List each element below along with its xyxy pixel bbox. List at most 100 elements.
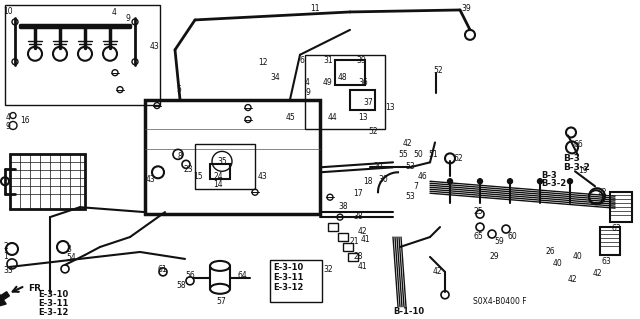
Text: 20: 20: [373, 162, 383, 171]
Text: 53: 53: [405, 192, 415, 201]
Text: 38: 38: [353, 212, 363, 221]
Text: 1: 1: [3, 252, 8, 261]
Text: 56: 56: [185, 271, 195, 280]
Text: B-3-2: B-3-2: [541, 179, 566, 188]
Text: 13: 13: [385, 103, 395, 112]
Bar: [145, 100, 320, 214]
Bar: [348, 253, 358, 261]
Bar: [5, 5, 160, 105]
Text: 13: 13: [358, 113, 367, 122]
Text: 34: 34: [270, 73, 280, 82]
Text: 26: 26: [546, 247, 556, 256]
Text: 15: 15: [193, 172, 203, 181]
Text: 2: 2: [3, 242, 8, 251]
Text: 59: 59: [494, 237, 504, 246]
Circle shape: [477, 179, 483, 184]
Text: E-3-12: E-3-12: [38, 308, 68, 317]
Bar: [335, 60, 365, 85]
Text: 17: 17: [353, 189, 363, 198]
Text: E-3-12: E-3-12: [273, 283, 303, 292]
Text: 19: 19: [578, 166, 588, 175]
Text: 30: 30: [378, 175, 388, 184]
Text: E-3-11: E-3-11: [38, 299, 68, 308]
Text: 41: 41: [358, 262, 367, 271]
Bar: [10, 154, 85, 209]
Text: 36: 36: [358, 78, 368, 87]
Text: B-3: B-3: [563, 154, 580, 163]
Text: B-3: B-3: [541, 171, 557, 180]
Text: 37: 37: [363, 98, 372, 107]
Text: 42: 42: [568, 275, 578, 284]
Text: 39: 39: [461, 4, 471, 13]
Text: 66: 66: [574, 140, 584, 149]
Text: 63: 63: [602, 257, 612, 266]
Text: 5: 5: [176, 85, 181, 94]
Text: 38: 38: [338, 202, 348, 211]
Text: 57: 57: [216, 297, 226, 306]
Text: 43: 43: [258, 172, 268, 181]
Text: 4: 4: [112, 8, 117, 17]
Text: 61: 61: [158, 265, 168, 274]
Text: B-1-10: B-1-10: [393, 307, 424, 316]
Text: S0X4-B0400 F: S0X4-B0400 F: [473, 297, 527, 306]
Text: 33: 33: [3, 266, 13, 275]
Text: 43: 43: [150, 42, 160, 51]
Text: 58: 58: [176, 281, 186, 290]
Text: 9: 9: [125, 14, 130, 23]
Bar: [270, 260, 322, 302]
Ellipse shape: [210, 261, 230, 271]
Text: 8: 8: [178, 152, 183, 161]
Text: 60: 60: [508, 232, 518, 241]
Text: 62: 62: [453, 154, 463, 163]
Ellipse shape: [210, 284, 230, 294]
Bar: [610, 192, 632, 222]
Text: 39: 39: [356, 56, 365, 65]
Text: 45: 45: [286, 113, 296, 122]
Text: 49: 49: [323, 78, 333, 87]
Text: B-3-2: B-3-2: [563, 163, 590, 172]
Text: FR.: FR.: [28, 284, 45, 293]
Text: 65: 65: [474, 232, 484, 241]
Text: 14: 14: [213, 180, 223, 189]
Text: 40: 40: [573, 252, 583, 261]
Text: 53: 53: [405, 162, 415, 171]
Text: E-3-10: E-3-10: [38, 290, 68, 299]
Text: 18: 18: [363, 177, 372, 186]
Bar: [343, 243, 353, 251]
Text: 7: 7: [413, 182, 418, 191]
Text: 6: 6: [300, 56, 305, 65]
Text: 51: 51: [428, 150, 438, 160]
Text: 63: 63: [612, 224, 621, 233]
Text: 44: 44: [328, 113, 338, 122]
Text: 10: 10: [3, 7, 13, 16]
Circle shape: [447, 179, 452, 184]
Circle shape: [508, 179, 513, 184]
Text: 32: 32: [323, 265, 333, 274]
Text: 42: 42: [433, 267, 443, 276]
Text: 52: 52: [368, 128, 378, 137]
Text: 40: 40: [553, 259, 563, 268]
Text: 42: 42: [403, 139, 413, 148]
Text: 42: 42: [593, 269, 603, 278]
Text: 21: 21: [350, 237, 360, 246]
Bar: [305, 55, 385, 130]
Bar: [350, 90, 375, 109]
Text: 16: 16: [20, 115, 29, 124]
Bar: [210, 164, 230, 179]
Text: 46: 46: [418, 172, 428, 181]
Text: 24: 24: [213, 172, 223, 181]
Text: 42: 42: [358, 227, 367, 236]
Text: 64: 64: [238, 271, 248, 280]
Text: 41: 41: [361, 235, 371, 244]
Text: 35: 35: [217, 157, 227, 166]
Bar: [600, 227, 620, 255]
Text: 4: 4: [305, 78, 310, 87]
Text: 9: 9: [6, 122, 11, 130]
Text: E-3-10: E-3-10: [273, 263, 303, 272]
Text: 4: 4: [6, 113, 11, 122]
Text: 29: 29: [490, 252, 500, 261]
Circle shape: [538, 179, 543, 184]
Text: 11: 11: [310, 4, 319, 13]
Text: 52: 52: [433, 66, 443, 75]
Text: 48: 48: [338, 73, 348, 82]
